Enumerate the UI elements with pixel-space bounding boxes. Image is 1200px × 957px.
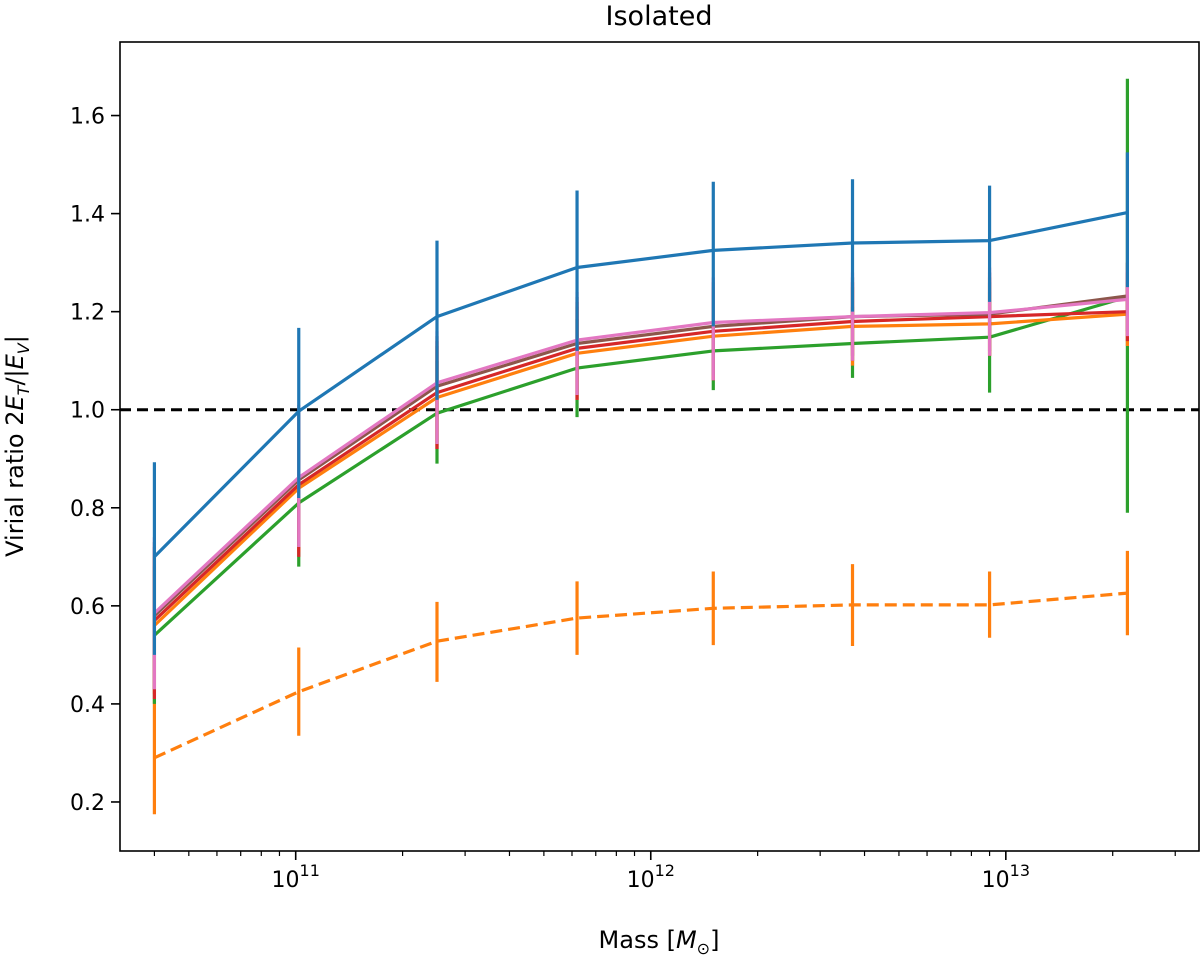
series-pink-line xyxy=(153,297,1128,615)
series-dashed-orange-line xyxy=(153,591,1128,760)
x-tick-exponent: 13 xyxy=(1010,861,1030,880)
series-blue xyxy=(152,152,1130,655)
series-dashed-orange xyxy=(152,550,1130,815)
y-axis-label-ev-sub: V xyxy=(14,342,33,354)
chart-title: Isolated xyxy=(606,1,713,32)
x-tick-label: 1011 xyxy=(272,861,320,893)
x-axis-label-close: ] xyxy=(710,926,719,954)
y-tick-label: 1.2 xyxy=(70,301,105,326)
y-tick-label: 1.0 xyxy=(70,399,105,424)
y-tick-label: 0.6 xyxy=(70,595,105,620)
y-tick-label: 0.8 xyxy=(70,497,105,522)
x-tick-base: 10 xyxy=(627,868,655,893)
y-axis-label-slash: /| xyxy=(1,369,29,385)
x-tick-exponent: 12 xyxy=(655,861,675,880)
y-axis-label-bar: | xyxy=(1,335,29,343)
y-tick-label: 1.4 xyxy=(70,203,105,228)
x-axis-label-open: [ xyxy=(659,926,676,954)
x-tick-base: 10 xyxy=(982,868,1010,893)
series-blue-line xyxy=(153,211,1128,558)
y-axis-label: Virial ratio 2ET/|EV| xyxy=(1,335,33,557)
plot-area xyxy=(120,78,1199,815)
y-tick-label: 0.2 xyxy=(70,791,105,816)
series-orange-line xyxy=(153,312,1128,627)
x-tick-label: 1013 xyxy=(982,861,1030,893)
x-axis-label-text: Mass xyxy=(599,926,659,954)
x-axis-label-unit: M xyxy=(676,926,697,954)
x-axis-ticks: 1011 1012 1013 xyxy=(153,851,1176,893)
axes-frame xyxy=(119,41,1200,852)
y-axis-ticks: 0.2 0.4 0.6 0.8 1.0 1.2 1.4 1.6 xyxy=(70,105,120,816)
x-axis-label: Mass [M⊙] xyxy=(599,926,720,957)
x-tick-base: 10 xyxy=(272,868,300,893)
y-axis-label-ev: E xyxy=(1,353,29,369)
x-tick-exponent: 11 xyxy=(300,861,320,880)
series-red-line xyxy=(153,310,1128,622)
x-axis-label-unit-sub: ⊙ xyxy=(697,939,710,957)
y-tick-label: 1.6 xyxy=(70,105,105,130)
y-axis-label-et: E xyxy=(1,395,29,411)
series-green-line xyxy=(153,295,1128,637)
x-tick-label: 1012 xyxy=(627,861,675,893)
y-axis-label-et-sub: T xyxy=(14,384,33,395)
y-axis-label-text: Virial ratio 2 xyxy=(1,411,29,557)
y-tick-label: 0.4 xyxy=(70,693,105,718)
